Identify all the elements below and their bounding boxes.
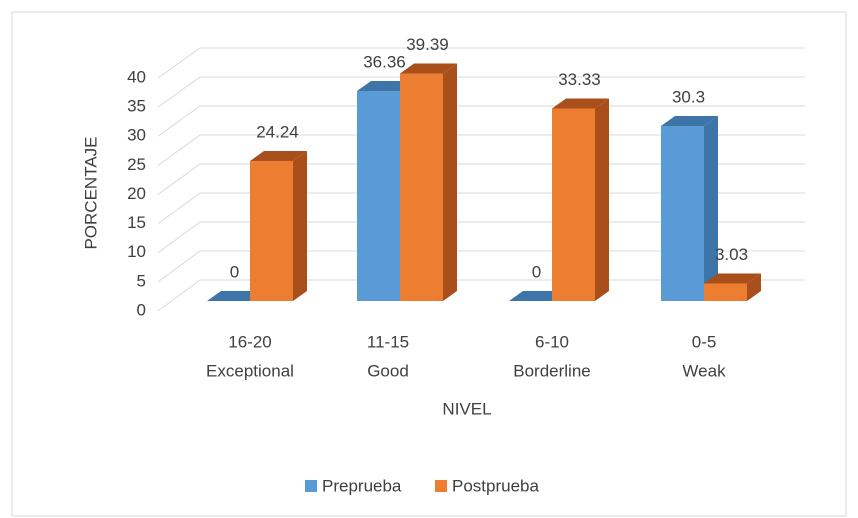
bar-top	[704, 273, 761, 284]
data-label: 0	[230, 262, 239, 281]
y-tick-label: 25	[127, 155, 146, 174]
bar-side	[293, 151, 307, 301]
bar-side	[595, 98, 609, 301]
bar-side	[443, 63, 457, 301]
data-label: 33.33	[558, 70, 601, 89]
data-label: 30.3	[672, 88, 705, 107]
y-tick-label: 35	[127, 97, 146, 116]
data-label: 24.24	[256, 122, 299, 141]
y-tick-label: 40	[127, 67, 146, 86]
bar-top	[250, 151, 307, 162]
y-tick-label: 20	[127, 184, 146, 203]
bar	[552, 98, 609, 301]
x-tick-label: 16-20	[228, 332, 271, 351]
bar-front	[400, 73, 443, 301]
bar-side	[704, 116, 718, 301]
x-axis-label: NIVEL	[442, 399, 491, 418]
data-label: 36.36	[363, 53, 406, 72]
legend-label: Postprueba	[452, 476, 539, 495]
x-tick-label: Borderline	[513, 361, 591, 380]
y-tick-label: 30	[127, 126, 146, 145]
grid-line	[157, 76, 805, 108]
y-tick-label: 15	[127, 213, 146, 232]
bar-front	[552, 108, 595, 301]
grid-line	[157, 47, 805, 79]
bar-side	[747, 273, 761, 301]
y-axis-label: PORCENTAJE	[81, 136, 100, 249]
bar-top	[552, 98, 609, 109]
data-label: 0	[532, 262, 541, 281]
bar	[661, 116, 718, 301]
data-label: 39.39	[406, 35, 449, 54]
bar	[400, 63, 457, 301]
bar-front	[357, 91, 400, 301]
bar-top	[509, 291, 566, 301]
bar-top	[661, 116, 718, 127]
x-tick-label: 0-5	[692, 332, 717, 351]
x-tick-label: Weak	[682, 361, 726, 380]
x-tick-label: Exceptional	[206, 361, 294, 380]
legend-label: Preprueba	[322, 476, 402, 495]
bar-top	[400, 63, 457, 74]
bar-top	[207, 291, 264, 301]
x-tick-label: Good	[367, 361, 409, 380]
bar-front	[661, 126, 704, 301]
bar-top	[357, 81, 414, 92]
y-tick-label: 0	[137, 300, 146, 319]
bar-front	[704, 283, 747, 301]
bar	[207, 291, 264, 301]
y-tick-label: 10	[127, 242, 146, 261]
x-tick-label: 11-15	[367, 332, 409, 351]
bar-front	[250, 161, 293, 301]
bar	[250, 151, 307, 301]
y-tick-label: 5	[137, 271, 146, 290]
bar	[509, 291, 566, 301]
bar	[704, 273, 761, 301]
data-label: 3.03	[715, 245, 748, 264]
x-tick-label: 6-10	[535, 332, 569, 351]
legend-swatch	[435, 480, 447, 492]
legend-swatch	[305, 480, 317, 492]
